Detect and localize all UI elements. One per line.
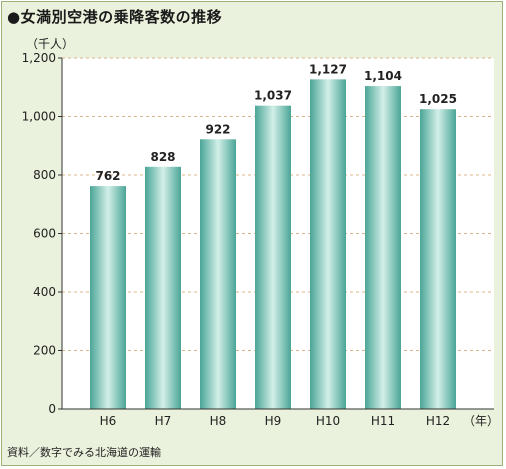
x-tick-label: H9 — [265, 414, 282, 428]
y-tick-label: 800 — [33, 168, 56, 182]
chart-title: ●女満別空港の乗降客数の推移 — [7, 8, 223, 26]
bar — [90, 186, 126, 409]
y-tick-label: 400 — [33, 285, 56, 299]
x-axis-unit-label: （年） — [463, 414, 499, 428]
x-tick-label: H12 — [426, 414, 450, 428]
x-tick-label: H11 — [371, 414, 395, 428]
bar — [310, 79, 346, 409]
y-tick-label: 1,200 — [22, 51, 56, 65]
source-note: 資料／数字でみる北海道の運輸 — [7, 446, 161, 459]
bar — [420, 109, 456, 409]
bar-value-label: 1,127 — [309, 62, 347, 76]
x-tick-label: H8 — [210, 414, 227, 428]
y-tick-label: 600 — [33, 227, 56, 241]
bar — [365, 86, 401, 409]
bar-value-label: 1,037 — [254, 89, 292, 103]
bar — [200, 139, 236, 409]
bar — [145, 166, 181, 409]
x-tick-label: H7 — [155, 414, 172, 428]
x-tick-label: H10 — [316, 414, 340, 428]
x-tick-label: H6 — [100, 414, 117, 428]
bar-value-label: 1,025 — [419, 92, 457, 106]
bar-value-label: 922 — [205, 122, 230, 136]
y-tick-label: 1,000 — [22, 110, 56, 124]
bar-value-label: 828 — [150, 150, 175, 164]
bar-value-label: 1,104 — [364, 69, 402, 83]
y-axis-unit-label: （千人） — [26, 37, 74, 51]
bar-value-label: 762 — [95, 169, 120, 183]
y-tick-label: 0 — [48, 402, 56, 416]
y-tick-label: 200 — [33, 344, 56, 358]
bar — [255, 105, 291, 410]
